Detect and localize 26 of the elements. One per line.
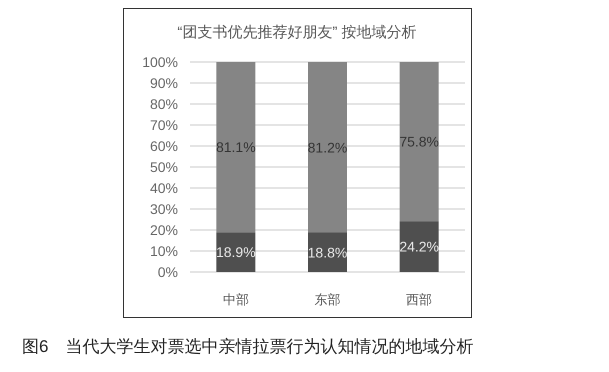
caption: 图6 当代大学生对票选中亲情拉票行为认知情况的地域分析: [22, 337, 474, 356]
y-tick-label: 0%: [158, 264, 178, 280]
y-tick-label: 30%: [150, 201, 178, 217]
y-tick-label: 100%: [142, 54, 178, 70]
data-label: 24.2%: [399, 238, 440, 255]
chart-title: “团支书优先推荐好朋友” 按地域分析: [177, 24, 417, 41]
bar: [308, 62, 347, 233]
bar: [216, 62, 256, 232]
y-tick-label: 60%: [150, 138, 178, 154]
x-tick-label: 中部: [222, 292, 249, 307]
x-tick-label: 东部: [314, 292, 340, 307]
y-tick-label: 40%: [150, 180, 178, 196]
x-tick-label: 西部: [406, 292, 432, 307]
y-tick-label: 50%: [150, 159, 178, 175]
data-label: 81.1%: [216, 139, 256, 156]
data-label: 18.9%: [216, 244, 256, 260]
data-label: 18.8%: [308, 244, 348, 260]
y-tick-label: 80%: [150, 96, 178, 112]
y-tick-label: 70%: [150, 117, 178, 133]
y-tick-label: 20%: [150, 222, 178, 238]
bar: [400, 221, 439, 272]
y-tick-label: 10%: [150, 243, 178, 259]
data-label: 81.2%: [308, 139, 348, 156]
bar: [400, 62, 439, 222]
y-tick-label: 90%: [150, 75, 178, 91]
data-label: 75.8%: [399, 134, 440, 150]
